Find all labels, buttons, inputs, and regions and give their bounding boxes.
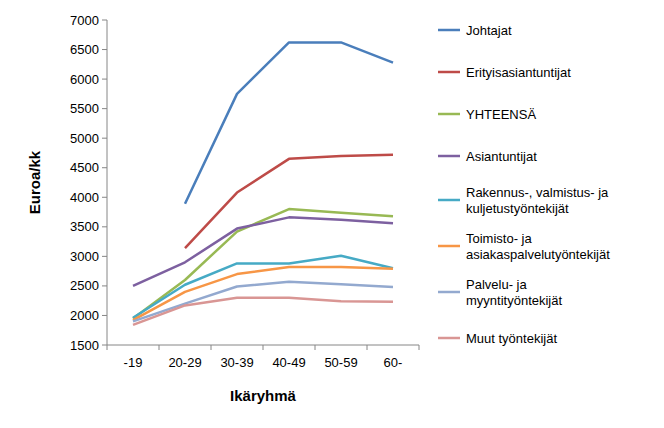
y-tick	[102, 345, 107, 346]
x-axis-title: Ikäryhmä	[230, 387, 297, 404]
series-line	[185, 155, 393, 248]
x-tick	[315, 345, 316, 350]
x-tick-label: -19	[124, 355, 143, 370]
legend-swatch	[438, 29, 460, 32]
legend-label-line: Toimisto- ja	[466, 231, 533, 246]
legend-label-line: Rakennus-, valmistus- ja	[466, 185, 609, 200]
legend-swatch	[438, 291, 460, 294]
series-line	[185, 42, 393, 203]
x-tick	[367, 345, 368, 350]
legend-label: Johtajat	[466, 23, 512, 38]
y-tick-label: 5500	[70, 101, 99, 116]
x-tick	[159, 345, 160, 350]
y-tick	[102, 256, 107, 257]
y-tick	[102, 108, 107, 109]
x-tick	[107, 345, 108, 350]
x-tick-label: 60-	[384, 355, 403, 370]
y-tick	[102, 49, 107, 50]
y-tick	[102, 79, 107, 80]
y-tick-label: 7000	[70, 13, 99, 28]
legend-label-line: Palvelu- ja	[466, 277, 527, 292]
legend-label-line: Muut työntekijät	[466, 331, 557, 346]
y-tick-label: 1500	[70, 338, 99, 353]
y-tick	[102, 226, 107, 227]
legend-label: Erityisasiantuntijat	[466, 65, 571, 80]
x-tick	[263, 345, 264, 350]
series-line	[133, 267, 393, 320]
y-tick-label: 6000	[70, 72, 99, 87]
y-tick-label: 4500	[70, 160, 99, 175]
y-tick-label: 2500	[70, 278, 99, 293]
y-tick	[102, 285, 107, 286]
series-line	[133, 298, 393, 325]
legend-label: Muut työntekijät	[466, 331, 557, 346]
legend-label-line: asiakaspalvelutyöntekijät	[466, 247, 610, 262]
x-tick-label: 50-59	[324, 355, 357, 370]
legend-label: Toimisto- jaasiakaspalvelutyöntekijät	[466, 231, 610, 262]
legend-label: Palvelu- jamyyntityöntekijät	[466, 277, 562, 308]
legend-swatch	[438, 337, 460, 340]
legend-label-line: kuljetustyöntekijät	[466, 201, 569, 216]
legend-label: Rakennus-, valmistus- jakuljetustyönteki…	[466, 185, 609, 216]
x-tick-label: 30-39	[220, 355, 253, 370]
x-tick-label: 40-49	[272, 355, 305, 370]
legend-label-line: Asiantuntijat	[466, 149, 537, 164]
background	[0, 0, 664, 428]
legend-label-line: myyntityöntekijät	[466, 293, 562, 308]
legend-swatch	[438, 71, 460, 74]
y-tick	[102, 167, 107, 168]
x-tick	[419, 345, 420, 350]
legend-swatch	[438, 113, 460, 116]
y-tick-label: 4000	[70, 190, 99, 205]
legend-swatch	[438, 155, 460, 158]
series-line	[133, 217, 393, 286]
y-tick-label: 3000	[70, 249, 99, 264]
y-axis-title: Euroa/kk	[26, 150, 43, 214]
legend-swatch	[438, 245, 460, 248]
y-tick	[102, 20, 107, 21]
legend-label: YHTEENSÄ	[466, 107, 536, 122]
x-tick	[211, 345, 212, 350]
y-tick	[102, 197, 107, 198]
y-tick-label: 6500	[70, 42, 99, 57]
y-tick	[102, 315, 107, 316]
y-axis	[107, 20, 108, 345]
plot-area	[133, 42, 393, 324]
y-tick	[102, 138, 107, 139]
legend-label-line: Erityisasiantuntijat	[466, 65, 571, 80]
y-tick-label: 2000	[70, 308, 99, 323]
y-tick-label: 5000	[70, 131, 99, 146]
x-tick-label: 20-29	[168, 355, 201, 370]
legend-label: Asiantuntijat	[466, 149, 537, 164]
y-tick-label: 3500	[70, 219, 99, 234]
chart: 1500 2000 2500 3000 3500 4000 4500 5000 5500 6000…	[0, 0, 664, 428]
legend-swatch	[438, 199, 460, 202]
legend-label-line: YHTEENSÄ	[466, 107, 536, 122]
legend-label-line: Johtajat	[466, 23, 512, 38]
